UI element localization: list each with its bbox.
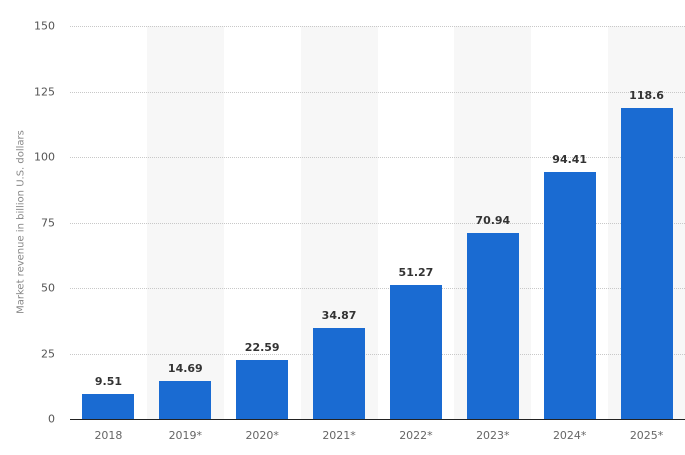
bar-2018[interactable] xyxy=(82,394,135,419)
x-tick-label: 2021* xyxy=(322,429,356,442)
bar-2021[interactable] xyxy=(313,327,366,419)
value-label: 94.41 xyxy=(552,152,588,166)
value-label: 118.6 xyxy=(629,89,664,103)
y-tick-label: 0 xyxy=(48,412,55,426)
gridline xyxy=(70,353,685,355)
bar-2024[interactable] xyxy=(543,171,596,419)
gridline xyxy=(70,288,685,289)
y-tick-label: 125 xyxy=(34,85,55,98)
value-label: 34.87 xyxy=(321,308,357,322)
x-tick-label: 2024* xyxy=(552,429,587,442)
value-label: 22.59 xyxy=(244,340,280,354)
x-tick-label: 2022* xyxy=(399,429,433,442)
gridline xyxy=(70,26,685,27)
x-tick-label: 2025* xyxy=(629,429,664,442)
bar-2023[interactable] xyxy=(466,233,519,419)
x-tick-label: 2019* xyxy=(168,429,203,442)
gridline xyxy=(70,222,685,224)
y-tick-label: 25 xyxy=(41,347,55,360)
y-tick-label: 50 xyxy=(41,281,55,295)
gridline xyxy=(70,157,685,158)
y-tick-label: 150 xyxy=(34,19,55,33)
value-label: 9.51 xyxy=(94,375,123,389)
value-label: 70.94 xyxy=(475,214,511,228)
x-tick-label: 2023* xyxy=(476,429,510,442)
gridline xyxy=(70,91,685,93)
value-label: 14.69 xyxy=(167,361,203,375)
value-label: 51.27 xyxy=(398,265,434,279)
bar-2019[interactable] xyxy=(159,380,212,419)
bar-2025[interactable] xyxy=(620,108,673,419)
x-tick-label: 2018 xyxy=(94,429,123,442)
y-tick-label: 75 xyxy=(41,216,55,229)
bar-2022[interactable] xyxy=(389,284,442,419)
x-tick-label: 2020* xyxy=(245,429,279,442)
y-tick-label: 100 xyxy=(34,150,55,164)
y-axis-label: Market revenue in billion U.S. dollars xyxy=(15,130,27,314)
bar-2020[interactable] xyxy=(236,359,289,419)
x-axis-line xyxy=(70,419,685,420)
